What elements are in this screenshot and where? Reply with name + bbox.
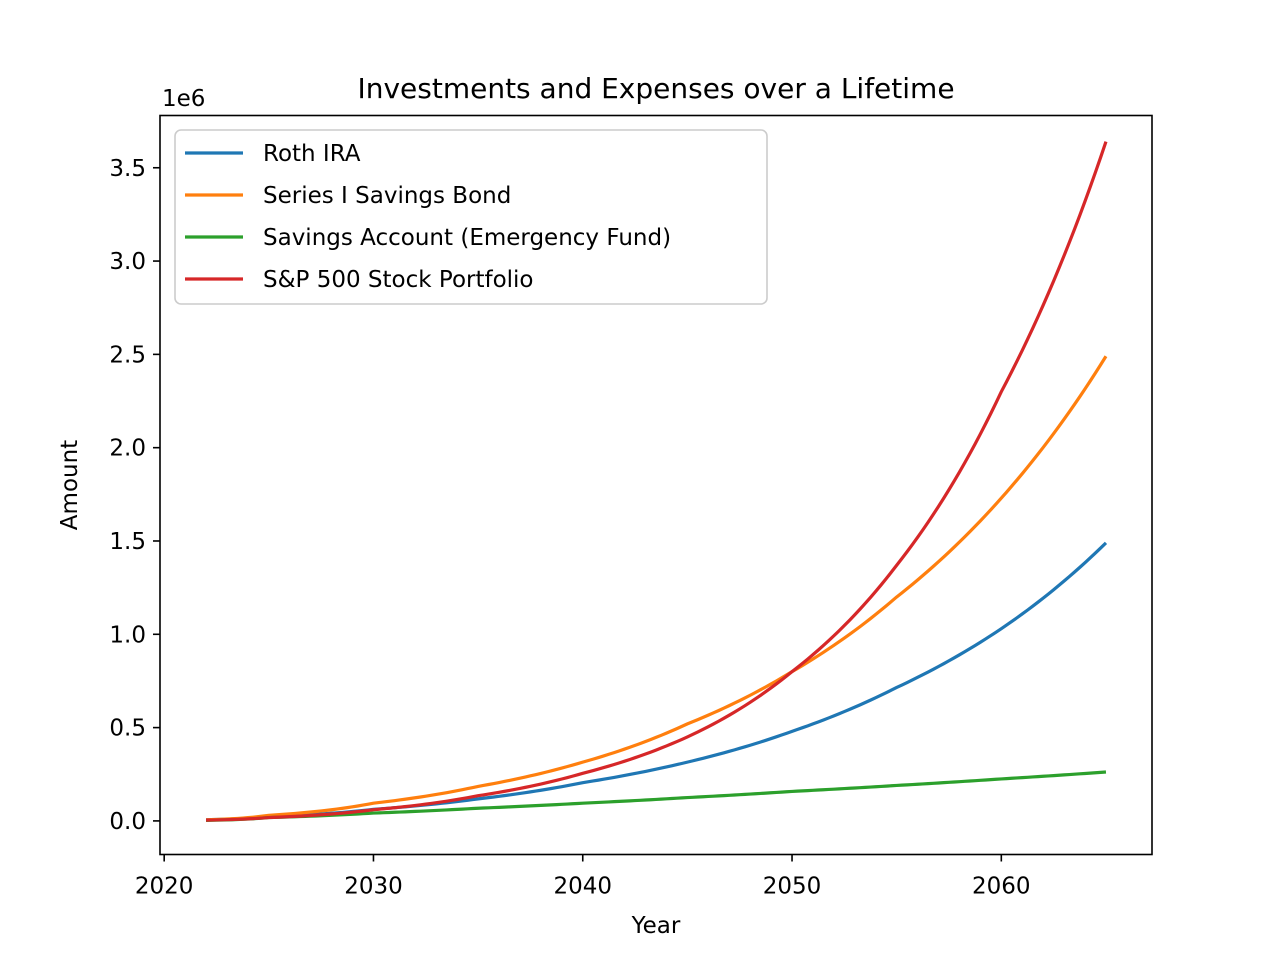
y-tick-label: 1.5 bbox=[109, 529, 146, 555]
y-axis-title: Amount bbox=[57, 440, 83, 530]
series-line-2 bbox=[206, 770, 1107, 822]
legend-box bbox=[174, 129, 768, 305]
axes-frame bbox=[159, 114, 1153, 856]
legend-label-3: S&P 500 Stock Portfolio bbox=[263, 267, 534, 293]
y-axis: 0.0 0.5 1.0 1.5 2.0 2.5 3.0 3.5 bbox=[109, 156, 160, 835]
plot-area bbox=[205, 141, 1108, 822]
x-tick-label: 2040 bbox=[553, 874, 612, 900]
chart-title: Investments and Expenses over a Lifetime bbox=[357, 72, 954, 105]
x-axis-title: Year bbox=[631, 913, 681, 939]
y-tick-label: 3.5 bbox=[109, 156, 146, 182]
y-tick-label: 3.0 bbox=[109, 249, 146, 275]
y-tick-label: 2.0 bbox=[109, 436, 146, 462]
legend-label-2: Savings Account (Emergency Fund) bbox=[263, 225, 671, 251]
y-tick-label: 0.5 bbox=[109, 716, 146, 742]
y-tick-label: 2.5 bbox=[109, 342, 146, 368]
x-axis: 2020 2030 2040 2050 2060 bbox=[135, 854, 1031, 900]
x-tick-label: 2020 bbox=[135, 874, 194, 900]
x-tick-label: 2050 bbox=[763, 874, 822, 900]
y-axis-offset-label: 1e6 bbox=[162, 86, 205, 112]
x-tick-label: 2030 bbox=[344, 874, 403, 900]
x-tick-label: 2060 bbox=[972, 874, 1031, 900]
series-line-3 bbox=[206, 141, 1108, 822]
legend-label-0: Roth IRA bbox=[263, 141, 361, 167]
y-tick-label: 0.0 bbox=[109, 809, 146, 835]
series-line-1 bbox=[205, 355, 1108, 822]
legend: Roth IRA Series I Savings Bond Savings Acc… bbox=[174, 129, 768, 305]
y-tick-label: 1.0 bbox=[109, 622, 146, 648]
legend-label-1: Series I Savings Bond bbox=[263, 183, 511, 209]
